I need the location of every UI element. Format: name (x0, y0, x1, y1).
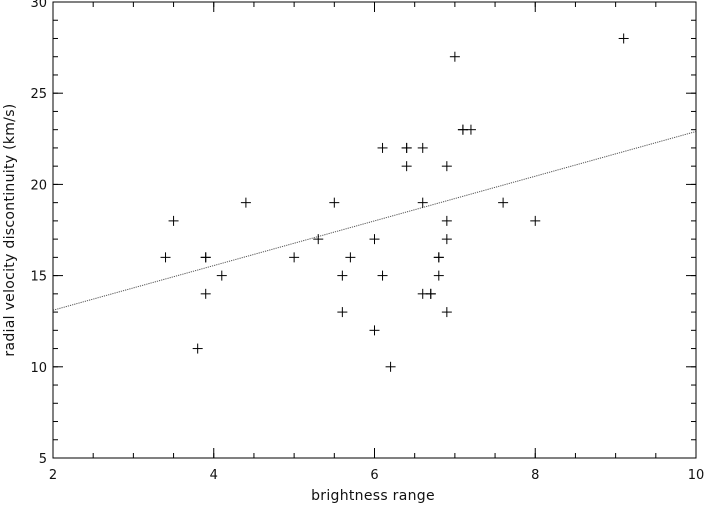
data-point (160, 252, 171, 263)
data-point (192, 343, 203, 354)
tick-label-layer: 2 4 6 8 10 5 10 15 20 25 30 (30, 0, 704, 483)
x-tick-label: 4 (210, 468, 218, 483)
x-axis-title: brightness range (311, 488, 435, 504)
data-point (417, 197, 428, 208)
y-tick-label: 15 (30, 270, 47, 285)
x-tick-label: 6 (370, 468, 378, 483)
data-point (465, 124, 476, 135)
data-point (369, 234, 380, 245)
data-point (337, 307, 348, 318)
data-point (385, 361, 396, 372)
data-point (433, 252, 444, 263)
x-tick-label: 10 (688, 468, 705, 483)
data-point (329, 197, 340, 208)
data-point (401, 142, 412, 153)
data-point (433, 270, 444, 281)
data-point (377, 270, 388, 281)
data-point (216, 270, 227, 281)
axes-layer (52, 1, 697, 459)
marker-layer (160, 33, 629, 372)
data-point (417, 142, 428, 153)
data-point (313, 234, 324, 245)
y-axis-title: radial velocity discontinuity (km/s) (2, 103, 18, 356)
data-point (441, 234, 452, 245)
y-tick-label: 20 (30, 178, 47, 193)
x-tick-label: 8 (531, 468, 539, 483)
data-point (441, 307, 452, 318)
data-point (289, 252, 300, 263)
data-point (498, 197, 509, 208)
data-point (345, 252, 356, 263)
data-point (618, 33, 629, 44)
y-tick-label: 5 (39, 452, 47, 467)
y-tick-label: 10 (30, 361, 47, 376)
x-tick-label: 2 (49, 468, 57, 483)
data-point (200, 252, 211, 263)
data-point (401, 161, 412, 172)
data-point (168, 215, 179, 226)
data-point (530, 215, 541, 226)
data-point (425, 288, 436, 299)
data-point (337, 270, 348, 281)
data-point (441, 215, 452, 226)
y-tick-label: 25 (30, 87, 47, 102)
data-point (449, 51, 460, 62)
data-point (369, 325, 380, 336)
data-point (200, 288, 211, 299)
y-tick-label: 30 (30, 0, 47, 11)
data-point (240, 197, 251, 208)
data-point (377, 142, 388, 153)
data-point (441, 161, 452, 172)
